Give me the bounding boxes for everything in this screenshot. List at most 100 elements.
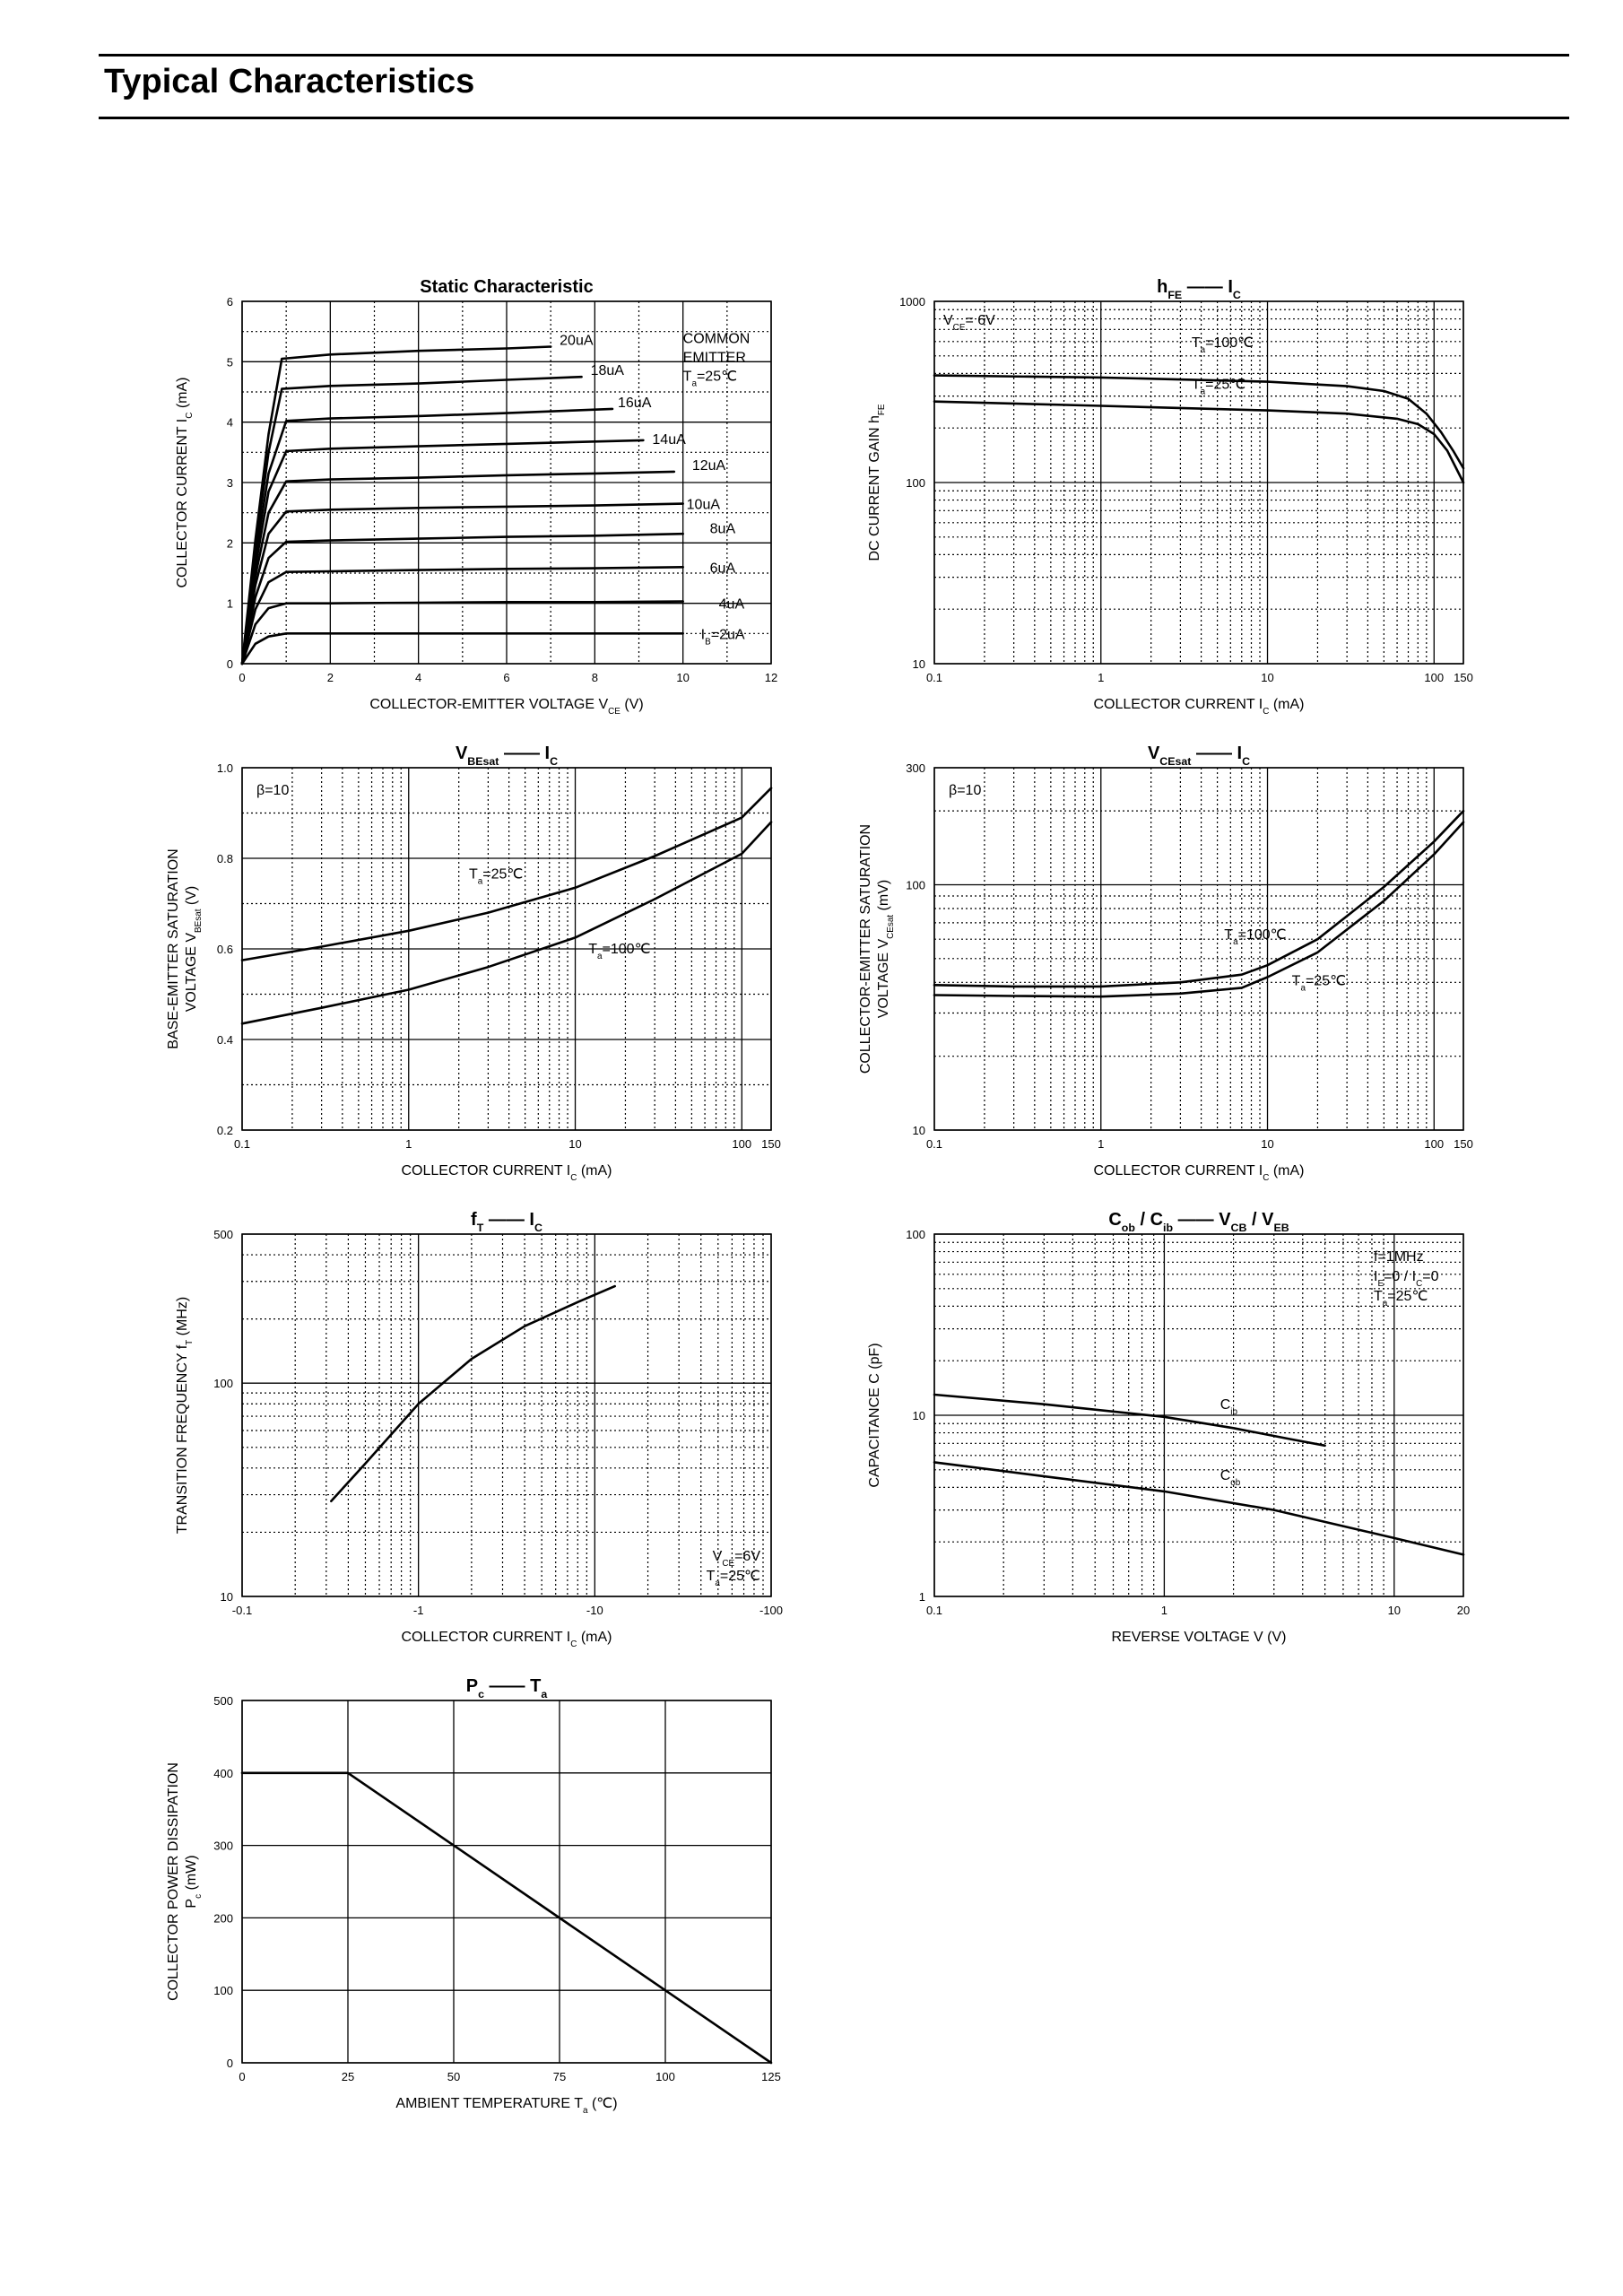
chart-title-part: T (530, 1676, 541, 1696)
series-label-6uA-part: 6uA (710, 561, 736, 576)
chart-title-part: V (1148, 744, 1160, 763)
chart-title-sub: C (550, 755, 558, 768)
y-tick-label: 1000 (899, 295, 925, 309)
y-axis-label-2-part: (mW) (184, 1855, 199, 1894)
chart-title-sub: C (534, 1222, 542, 1234)
series-label-4uA-part: 4uA (719, 597, 745, 613)
annotation-0: f=1MHz (1374, 1249, 1424, 1265)
x-axis-label-part: COLLECTOR-EMITTER VOLTAGE V (369, 697, 608, 712)
y-tick-label: 0.6 (217, 943, 233, 956)
x-tick-label: 0.1 (926, 1137, 942, 1151)
chart-title-part: / (1135, 1210, 1150, 1230)
y-axis-label: COLLECTOR CURRENT IC (mA) (175, 377, 195, 587)
y-axis-label-sub: C (185, 413, 195, 419)
series-label-16uA-part: 16uA (618, 396, 652, 411)
y-axis-label-part: CAPACITANCE C (867, 1373, 882, 1487)
page-title: Typical Characteristics (104, 63, 475, 100)
chart-title-sub: FE (1167, 289, 1182, 301)
annotation-0-part: = 6V (965, 313, 995, 328)
series-line-12uA (240, 470, 676, 665)
series-label-Ta-100-: Ta=100℃ (1224, 927, 1286, 947)
chart-title: Static Characteristic (420, 277, 593, 297)
x-axis-label: COLLECTOR CURRENT IC (mA) (1093, 1163, 1304, 1183)
x-axis-label-sub: CE (608, 707, 621, 717)
chart-title-sub: CEsat (1159, 755, 1191, 768)
x-axis-label: COLLECTOR-EMITTER VOLTAGE VCE (V) (369, 697, 643, 717)
chart-title-part: P (466, 1676, 478, 1696)
y-tick-label: 500 (213, 1228, 233, 1241)
x-tick-label: 10 (1388, 1604, 1401, 1617)
y-tick-label: 0 (227, 657, 233, 671)
x-tick-label: -10 (586, 1604, 603, 1617)
x-axis-label: REVERSE VOLTAGE V (V) (1111, 1630, 1286, 1645)
y-tick-label: 0.2 (217, 1124, 233, 1137)
plot-frame (241, 1233, 772, 1597)
series-line-18uA (240, 375, 583, 665)
x-axis-label-sub: C (570, 1639, 577, 1649)
plot-frame (933, 1233, 1464, 1597)
annotation-0: VCE= 6V (943, 313, 995, 333)
series-label-Ta-100--sub: a (1233, 937, 1238, 947)
y-tick-label: 0 (227, 2057, 233, 2070)
annotation-0-part: V (943, 313, 953, 328)
y-tick-label: 400 (213, 1767, 233, 1780)
x-tick-label: 100 (1424, 671, 1444, 684)
annotation-1-part: I (1374, 1269, 1377, 1284)
series-line-16uA (240, 407, 614, 665)
x-tick-label: 10 (676, 671, 689, 684)
series-label-10uA: 10uA (687, 498, 721, 513)
chart-title-sub: BEsat (467, 755, 499, 768)
series-label-Ta-25-: Ta=25℃ (1292, 973, 1346, 993)
x-axis-label-part: (mA) (1269, 1163, 1304, 1178)
y-axis-label-2-part: P (184, 1899, 199, 1909)
x-axis-label-part: (mA) (577, 1163, 612, 1178)
series-label-8uA: 8uA (710, 522, 736, 537)
y-axis-label: COLLECTOR-EMITTER SATURATION (858, 824, 873, 1074)
series-label-20uA: 20uA (560, 334, 594, 349)
series-label-Ta-100--part: T (1224, 927, 1233, 943)
series-label-Ta-100--sub: a (1201, 344, 1206, 354)
series-line-fT (330, 1284, 616, 1502)
x-tick-label: 50 (447, 2070, 460, 2083)
x-axis-label-part: (mA) (577, 1630, 612, 1645)
series-label-6uA: 6uA (710, 561, 736, 576)
plot-frame (241, 300, 772, 665)
x-tick-label: 4 (415, 671, 421, 684)
y-axis-label-2-sub: c (194, 1894, 204, 1899)
x-axis-label-part: COLLECTOR CURRENT I (1093, 1163, 1263, 1178)
chart-title-sub: CB (1231, 1222, 1247, 1234)
x-tick-label: 0 (239, 2070, 245, 2083)
chart-title-part: V (1219, 1210, 1231, 1230)
annotation-2-part: =25℃ (1387, 1289, 1428, 1304)
series-label-Ta-25-: Ta=25℃ (1192, 377, 1245, 396)
series-label-18uA-part: 18uA (591, 363, 625, 378)
y-tick-label: 0.4 (217, 1033, 233, 1047)
x-tick-label: 150 (1454, 1137, 1473, 1151)
chart-title-part: —— (499, 744, 544, 763)
y-tick-label: 300 (213, 1839, 233, 1853)
x-tick-label: 150 (761, 1137, 781, 1151)
series-label-I-B-2uA-sub: B (705, 637, 711, 647)
y-tick-label: 100 (906, 1228, 925, 1241)
plot-frame (241, 767, 772, 1131)
series-line-Ta-100- (933, 809, 1465, 988)
chart-title-part: f (471, 1210, 477, 1230)
x-tick-label: 10 (568, 1137, 581, 1151)
series-label-Ta-100--part: =100℃ (603, 942, 651, 957)
chart-title-part: —— (1191, 744, 1237, 763)
chart-title-sub: ib (1163, 1222, 1173, 1234)
y-axis-label-2-part: VOLTAGE V (876, 939, 891, 1019)
x-tick-label: 25 (342, 2070, 354, 2083)
chart-title: VBEsat —— IC (456, 744, 558, 768)
y-tick-label: 4 (227, 416, 233, 430)
series-line-20uA (240, 345, 552, 665)
y-axis-label: BASE-EMITTER SATURATION (166, 848, 181, 1048)
y-tick-label: 100 (906, 878, 925, 891)
y-axis-label-part: (MHz) (175, 1297, 190, 1340)
series-label-Cob-sub: ob (1230, 1478, 1241, 1488)
series-line-Cob (933, 1461, 1465, 1556)
series-label-Cib-sub: ib (1230, 1407, 1237, 1417)
chart-title-sub: ob (1122, 1222, 1136, 1234)
